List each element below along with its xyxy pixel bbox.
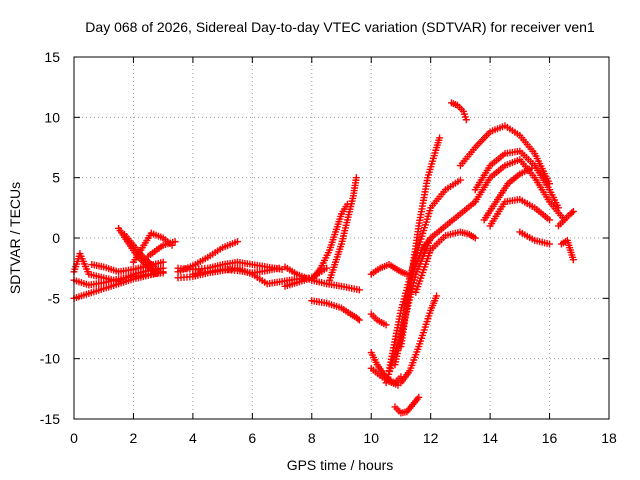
data-point: [355, 316, 363, 324]
series-arc-s: [367, 310, 390, 329]
series-arc-ah: [486, 195, 554, 230]
y-tick-label: -10: [40, 351, 60, 367]
data-point: [433, 292, 441, 300]
series-arc-ad: [456, 122, 554, 188]
plot-frame: [73, 56, 610, 420]
y-tick-labels: -15 -10 -5 0 5 10 15: [40, 49, 60, 427]
data-point: [355, 286, 363, 294]
x-tick-label: 18: [601, 430, 617, 446]
data-point: [569, 207, 577, 215]
data-point: [171, 238, 179, 246]
data-point: [528, 164, 536, 172]
data-point: [546, 216, 554, 224]
x-axis-label: GPS time / hours: [287, 457, 394, 473]
data-point: [382, 321, 390, 329]
y-tick-label: -5: [48, 290, 61, 306]
series-arc-ag: [480, 164, 536, 224]
data-point: [150, 268, 158, 276]
series-arc-q: [308, 297, 363, 324]
data-point: [233, 238, 241, 246]
x-tick-label: 12: [423, 430, 439, 446]
y-tick-label: -15: [40, 411, 60, 427]
series-arc-af: [471, 156, 568, 224]
series-arc-v: [391, 393, 423, 417]
data-point: [546, 240, 554, 248]
data-point: [159, 258, 167, 266]
data-point: [471, 234, 479, 242]
series-arc-o: [308, 200, 351, 284]
data-point: [156, 268, 164, 276]
x-tick-label: 14: [482, 430, 498, 446]
chart-title: Day 068 of 2026, Sidereal Day-to-day VTE…: [85, 19, 595, 35]
x-tick-label: 6: [248, 430, 256, 446]
y-tick-label: 15: [44, 49, 60, 65]
x-tick-label: 0: [70, 430, 78, 446]
series-arc-p: [326, 174, 360, 284]
series-arc-ab: [412, 228, 479, 296]
series-arc-aa: [391, 234, 435, 369]
data-point: [427, 234, 435, 242]
x-tick-label: 10: [363, 430, 379, 446]
series-arc-ak: [557, 236, 577, 264]
y-tick-label: 10: [44, 109, 60, 125]
data-point: [275, 264, 283, 272]
y-axis-label: SDTVAR / TECUs: [7, 182, 23, 294]
series-arc-l: [189, 264, 283, 278]
y-tick-label: 0: [52, 230, 60, 246]
x-tick-labels: 0 2 4 6 8 10 12 14 16 18: [70, 430, 617, 446]
series-arc-r: [367, 261, 411, 278]
data-point: [323, 264, 331, 272]
x-tick-label: 4: [189, 430, 197, 446]
data-point: [462, 116, 470, 124]
data-point: [456, 176, 464, 184]
data-point: [352, 174, 360, 182]
series-arc-aj: [554, 207, 577, 230]
data-point: [415, 393, 423, 401]
data-point: [568, 209, 576, 217]
series-arc-ai: [516, 228, 554, 248]
series-arc-u: [367, 364, 402, 389]
x-tick-label: 8: [308, 430, 316, 446]
data-points: [70, 99, 577, 417]
data-point: [354, 315, 362, 323]
x-tick-label: 16: [542, 430, 558, 446]
y-tick-label: 5: [52, 170, 60, 186]
data-point: [569, 256, 577, 264]
data-point: [159, 264, 167, 272]
series-arc-h: [144, 238, 179, 260]
series-arc-ac: [447, 99, 470, 124]
data-point: [436, 134, 444, 142]
series-arc-z: [397, 292, 441, 387]
x-tick-label: 2: [130, 430, 138, 446]
